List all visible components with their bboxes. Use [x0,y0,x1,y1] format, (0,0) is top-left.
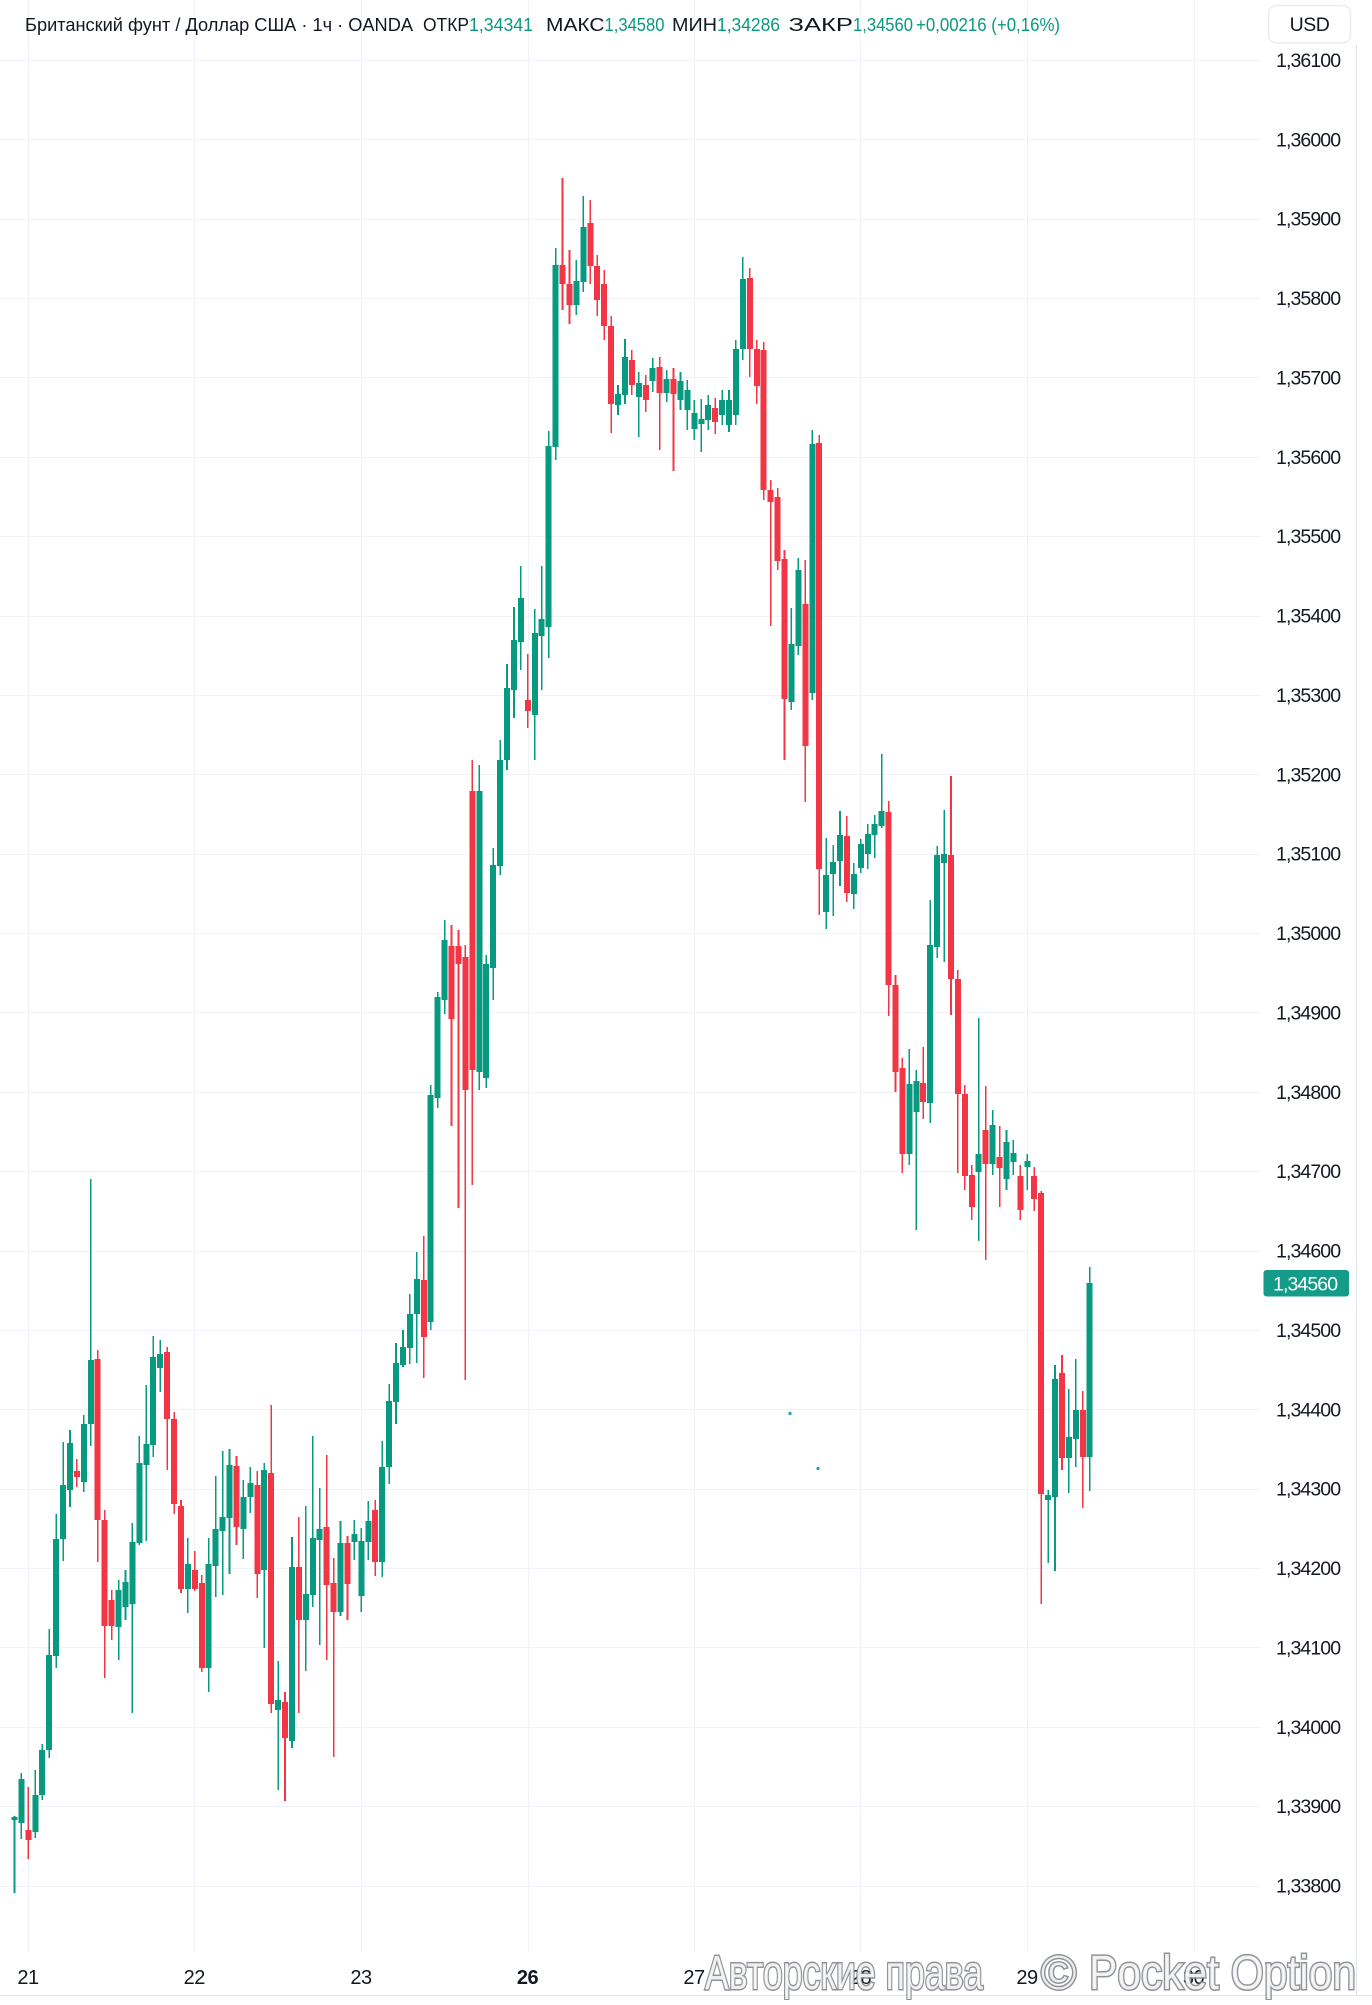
svg-text:1,36100: 1,36100 [1276,50,1341,72]
svg-text:Британский фунт / Доллар США ·: Британский фунт / Доллар США · 1ч · OAND… [25,14,414,35]
svg-text:©: © [1041,1947,1076,2000]
svg-text:21: 21 [17,1967,39,1989]
svg-text:1,34400: 1,34400 [1276,1399,1341,1421]
svg-text:1,34600: 1,34600 [1276,1241,1341,1263]
svg-text:Pocket Option: Pocket Option [1089,1947,1356,2000]
svg-text:1,33800: 1,33800 [1276,1876,1341,1898]
svg-text:1,34341: 1,34341 [469,14,533,35]
svg-text:27: 27 [683,1967,705,1989]
svg-text:1,34300: 1,34300 [1276,1479,1341,1501]
svg-text:1,35500: 1,35500 [1276,526,1341,548]
svg-text:1,34100: 1,34100 [1276,1637,1341,1659]
svg-text:1,35900: 1,35900 [1276,209,1341,231]
svg-text:30: 30 [1183,1967,1205,1989]
svg-text:22: 22 [184,1967,206,1989]
svg-text:1,34560: 1,34560 [1273,1274,1338,1296]
svg-text:1,35000: 1,35000 [1276,923,1341,945]
svg-text:МИН: МИН [672,14,717,35]
svg-text:1,34200: 1,34200 [1276,1558,1341,1580]
svg-text:26: 26 [517,1967,539,1989]
svg-text:28: 28 [850,1967,872,1989]
svg-text:1,33900: 1,33900 [1276,1796,1341,1818]
svg-text:1,34286: 1,34286 [717,14,780,35]
svg-text:23: 23 [350,1967,372,1989]
svg-text:1,35600: 1,35600 [1276,447,1341,469]
svg-text:1,34800: 1,34800 [1276,1082,1341,1104]
svg-text:1,35800: 1,35800 [1276,288,1341,310]
svg-text:1,35700: 1,35700 [1276,368,1341,390]
svg-text:1,34580: 1,34580 [605,14,665,35]
svg-text:1,34000: 1,34000 [1276,1717,1341,1739]
svg-text:+0,00216 (+0,16%): +0,00216 (+0,16%) [916,14,1060,35]
svg-text:1,34700: 1,34700 [1276,1161,1341,1183]
svg-text:29: 29 [1016,1967,1038,1989]
svg-text:1,35100: 1,35100 [1276,844,1341,866]
svg-text:ОТКР: ОТКР [423,14,469,35]
svg-text:1,36000: 1,36000 [1276,129,1341,151]
svg-text:1,35300: 1,35300 [1276,685,1341,707]
svg-text:Авторские права: Авторские права [705,1947,983,2000]
svg-text:ЗАКР: ЗАКР [789,14,854,35]
svg-text:МАКС: МАКС [546,14,605,35]
svg-text:USD: USD [1290,14,1330,36]
svg-text:1,34560: 1,34560 [853,14,913,35]
svg-text:1,35200: 1,35200 [1276,764,1341,786]
svg-text:1,34900: 1,34900 [1276,1002,1341,1024]
svg-text:1,35400: 1,35400 [1276,606,1341,628]
svg-text:1,34500: 1,34500 [1276,1320,1341,1342]
